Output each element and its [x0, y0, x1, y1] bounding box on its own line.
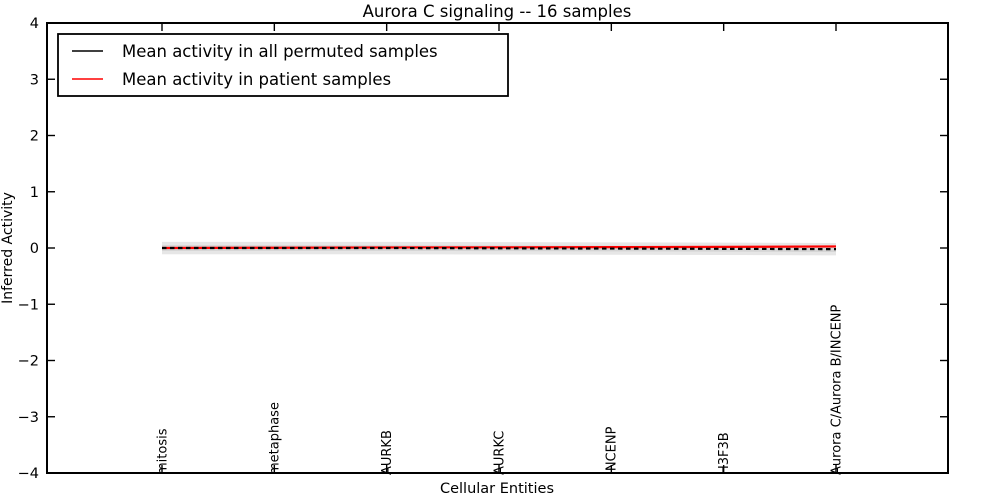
- category-label: mitosis: [155, 428, 170, 475]
- y-tick-label: −2: [18, 354, 39, 370]
- y-tick-label: −1: [18, 297, 39, 313]
- category-label: Aurora C/Aurora B/INCENP: [829, 304, 844, 475]
- category-label: AURKC: [492, 431, 507, 475]
- x-axis-label: Cellular Entities: [440, 481, 554, 497]
- permuted-mean-line: [162, 246, 837, 251]
- y-tick-label: 3: [30, 72, 39, 88]
- category-label: INCENP: [605, 426, 620, 475]
- y-tick-label: 2: [30, 129, 39, 145]
- legend-label-permuted: Mean activity in all permuted samples: [122, 42, 438, 61]
- legend-frame: [57, 33, 509, 97]
- y-axis-label: Inferred Activity: [0, 192, 16, 304]
- x-category-labels: mitosis metaphase AURKB AURKC INCENP H3F3B Aur…: [155, 304, 844, 475]
- legend: Mean activity in all permuted samples Me…: [57, 33, 509, 97]
- y-tick-label: 4: [30, 16, 39, 32]
- y-tick-label: 0: [30, 241, 39, 257]
- chart-title: Aurora C signaling -- 16 samples: [363, 2, 632, 21]
- category-label: metaphase: [268, 402, 283, 475]
- category-label: AURKB: [380, 430, 395, 475]
- series-lines: [161, 245, 837, 251]
- y-tick-label: −4: [18, 466, 39, 482]
- legend-label-patient: Mean activity in patient samples: [122, 70, 391, 89]
- category-label: H3F3B: [717, 432, 732, 475]
- y-tick-label: 1: [30, 185, 39, 201]
- y-tick-labels: −4 −3 −2 −1 0 1 2 3 4: [18, 16, 39, 482]
- y-tick-label: −3: [18, 410, 39, 426]
- axis-ticks: [47, 22, 948, 474]
